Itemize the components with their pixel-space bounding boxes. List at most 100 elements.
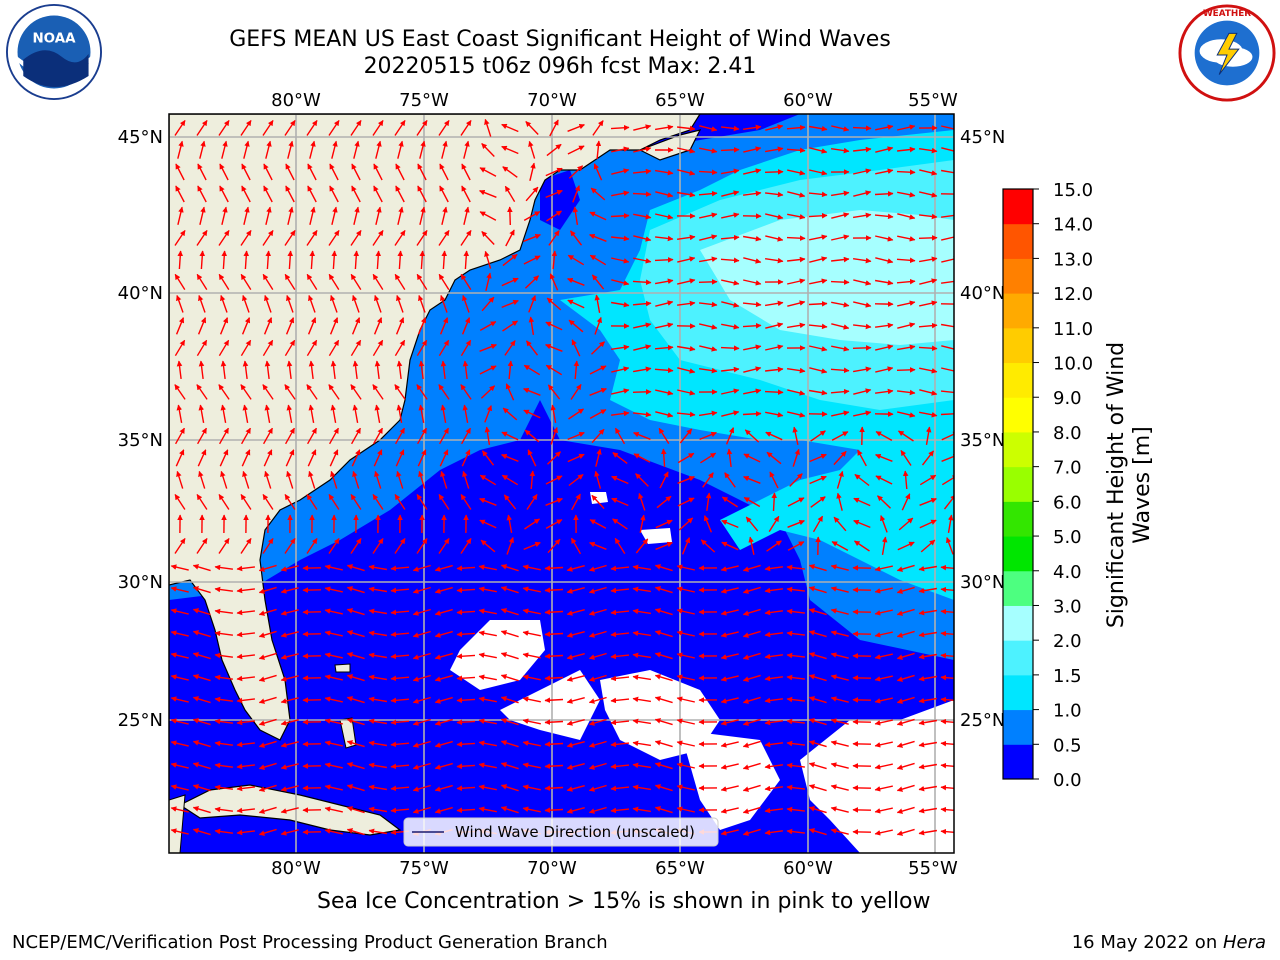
wave-direction-arrow <box>236 653 255 660</box>
wave-direction-arrow <box>280 697 299 704</box>
wave-direction-arrow <box>853 146 872 153</box>
wave-direction-arrow <box>940 784 954 791</box>
wave-direction-arrow <box>441 250 448 270</box>
wave-direction-arrow <box>350 120 362 136</box>
wave-direction-arrow <box>396 470 404 489</box>
wave-direction-arrow <box>479 343 497 352</box>
wave-direction-arrow <box>373 163 383 181</box>
wave-direction-arrow <box>720 807 739 814</box>
wave-direction-arrow <box>809 367 828 374</box>
wave-direction-arrow <box>218 120 230 136</box>
wave-direction-arrow <box>588 630 607 638</box>
colorbar-segment <box>1003 431 1033 468</box>
wave-direction-arrow <box>418 470 426 489</box>
wave-direction-arrow <box>699 323 718 330</box>
wave-direction-arrow <box>346 696 365 704</box>
wave-direction-arrow <box>896 367 916 373</box>
wave-direction-arrow <box>566 675 585 682</box>
wave-direction-arrow <box>500 652 519 660</box>
wave-direction-arrow <box>331 250 338 270</box>
wave-direction-arrow <box>434 784 453 792</box>
wave-direction-arrow <box>199 206 206 225</box>
wave-direction-arrow <box>658 427 670 444</box>
wave-direction-arrow <box>742 652 761 660</box>
wave-direction-arrow <box>611 388 630 395</box>
wave-direction-arrow <box>374 404 381 424</box>
wave-direction-arrow <box>681 537 691 555</box>
wave-direction-arrow <box>373 317 383 335</box>
wave-direction-arrow <box>199 250 206 270</box>
wave-direction-arrow <box>264 360 271 379</box>
wave-direction-arrow <box>918 631 938 638</box>
colorbar-segment <box>1003 744 1033 780</box>
wave-direction-arrow <box>614 427 626 445</box>
wave-direction-arrow <box>368 740 388 747</box>
wave-direction-arrow <box>439 163 449 181</box>
wave-direction-arrow <box>830 564 849 571</box>
wave-direction-arrow <box>375 140 382 159</box>
wave-direction-arrow <box>700 452 717 464</box>
wave-direction-arrow <box>566 565 585 572</box>
wave-direction-arrow <box>742 718 761 726</box>
wave-direction-arrow <box>324 586 343 593</box>
wave-direction-arrow <box>522 608 541 615</box>
wave-direction-arrow <box>566 785 585 792</box>
wave-direction-arrow <box>743 279 762 286</box>
wave-direction-arrow <box>196 339 208 357</box>
wave-direction-arrow <box>434 630 453 638</box>
wave-direction-arrow <box>676 784 695 791</box>
wave-direction-arrow <box>853 497 871 507</box>
wave-direction-arrow <box>743 496 761 508</box>
wave-direction-arrow <box>524 429 540 443</box>
wave-direction-arrow <box>368 652 388 659</box>
wave-direction-arrow <box>854 473 870 487</box>
wave-direction-arrow <box>479 365 497 375</box>
wave-direction-arrow <box>546 143 562 157</box>
wave-direction-arrow <box>852 257 872 264</box>
wave-direction-arrow <box>419 140 426 159</box>
wave-direction-arrow <box>214 564 233 571</box>
wave-direction-arrow <box>368 806 388 813</box>
wave-direction-arrow <box>324 652 343 659</box>
lon-label-top: 60°W <box>783 90 833 111</box>
wave-direction-arrow <box>258 718 277 726</box>
wave-direction-arrow <box>545 189 563 199</box>
wave-direction-arrow <box>456 719 476 726</box>
wave-direction-arrow <box>221 206 228 225</box>
wave-direction-arrow <box>831 301 850 308</box>
wave-direction-arrow <box>214 740 233 747</box>
wave-direction-arrow <box>434 806 453 814</box>
wave-direction-arrow <box>241 185 251 203</box>
wave-direction-arrow <box>896 718 915 726</box>
wave-direction-arrow <box>350 494 362 510</box>
wave-direction-arrow <box>505 229 515 247</box>
wave-direction-arrow <box>720 697 739 704</box>
wave-direction-arrow <box>241 163 251 181</box>
wave-direction-arrow <box>676 740 695 747</box>
wave-direction-arrow <box>853 279 872 286</box>
wave-direction-arrow <box>368 564 388 571</box>
wave-direction-arrow <box>439 185 449 203</box>
wave-direction-arrow <box>765 124 784 131</box>
wave-direction-arrow <box>480 539 496 553</box>
wave-direction-arrow <box>351 185 361 203</box>
wave-direction-arrow <box>940 410 954 417</box>
wave-direction-arrow <box>940 674 954 681</box>
wave-direction-arrow <box>765 366 784 373</box>
wave-direction-arrow <box>262 339 274 357</box>
wave-direction-arrow <box>941 212 954 219</box>
wave-direction-arrow <box>632 366 652 373</box>
wave-direction-arrow <box>373 449 383 467</box>
wave-direction-arrow <box>809 256 828 263</box>
wave-direction-arrow <box>941 475 954 486</box>
wave-direction-arrow <box>786 674 805 681</box>
wave-direction-arrow <box>918 345 938 352</box>
wave-direction-arrow <box>353 140 360 159</box>
wave-direction-arrow <box>350 339 362 357</box>
wave-direction-arrow <box>324 630 343 637</box>
wave-direction-arrow <box>280 565 299 572</box>
wave-direction-arrow <box>918 741 938 748</box>
wave-direction-arrow <box>412 674 431 682</box>
wave-direction-arrow <box>786 630 805 637</box>
wave-direction-arrow <box>372 427 384 445</box>
